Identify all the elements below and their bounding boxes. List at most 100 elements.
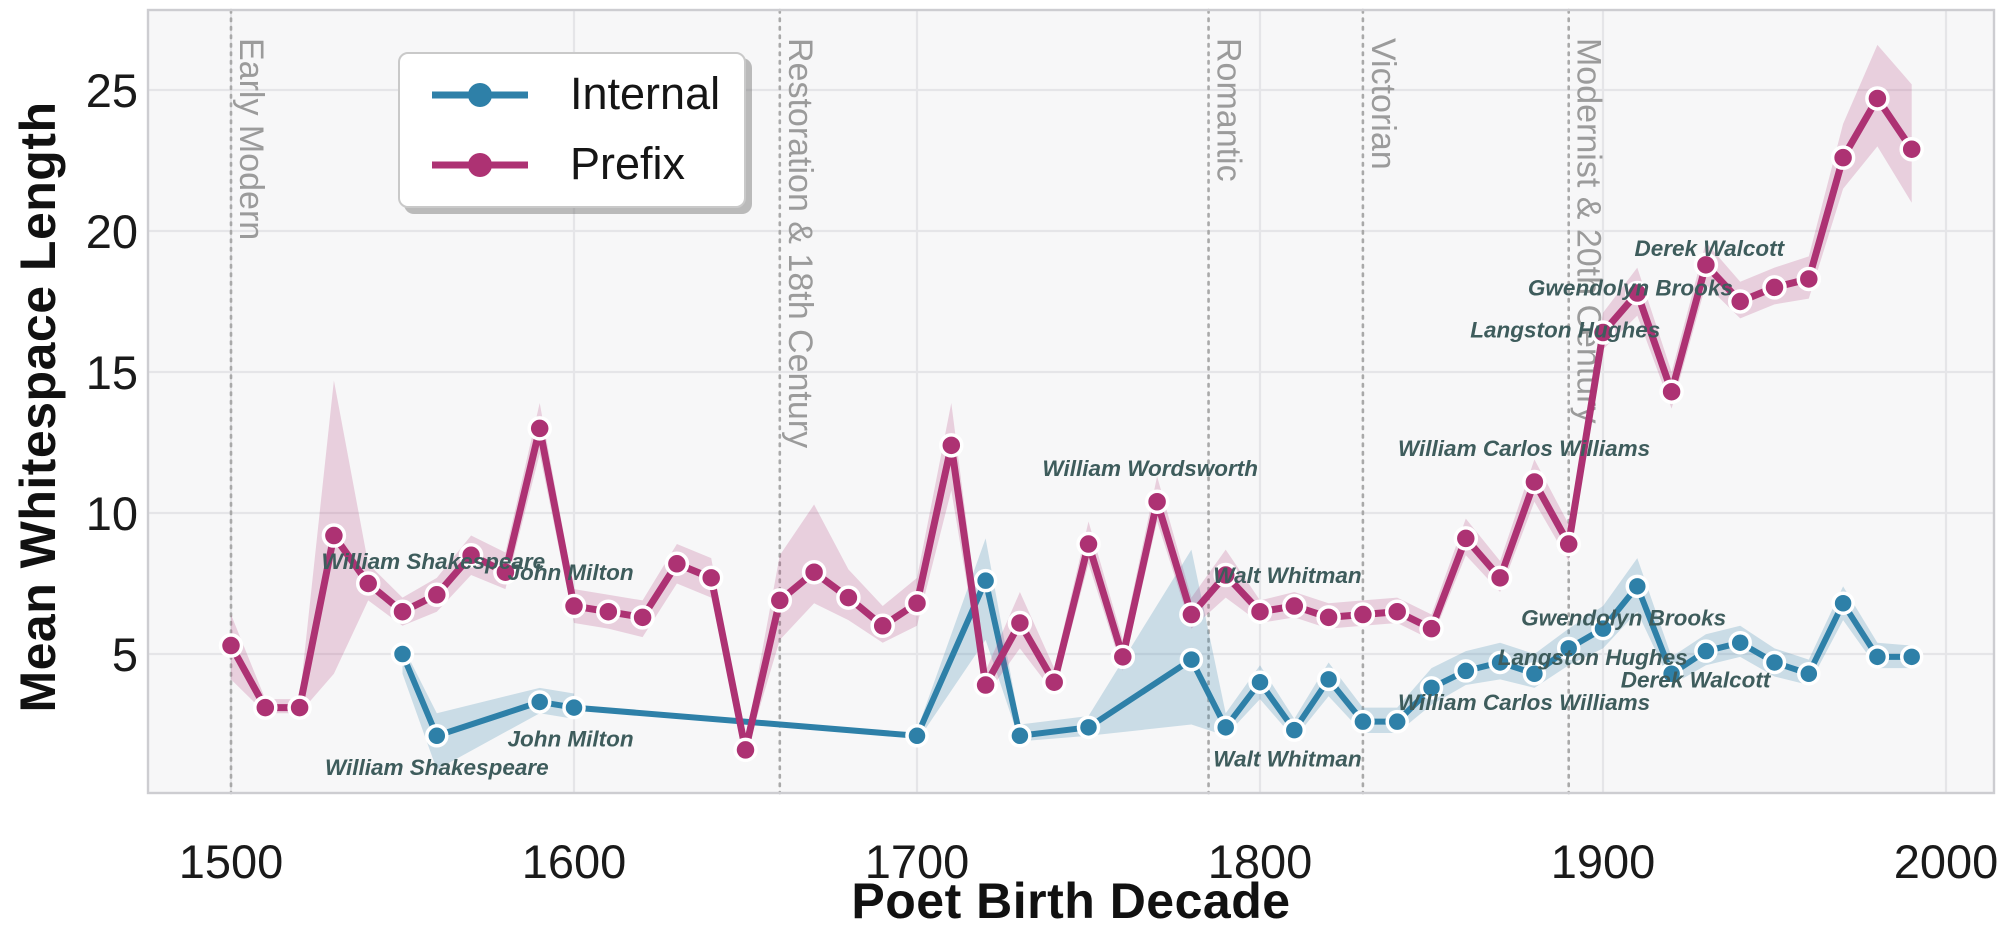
x-tick-label: 1600 [521,835,627,888]
data-point-marker [767,588,793,613]
poet-annotation: Walt Whitman [1213,746,1361,771]
data-point-marker [493,559,518,585]
data-point-marker [425,724,449,748]
series-prefix [218,44,1924,763]
data-point-marker [1144,489,1170,514]
data-point-marker [1076,715,1101,740]
data-point-marker [1659,661,1684,686]
data-point-marker [1179,647,1204,672]
legend: Internal Prefix [398,52,746,208]
data-point-marker [1419,616,1444,641]
poet-annotation: Walt Whitman [1213,563,1361,588]
period-label: Victorian [1364,38,1402,170]
data-point-marker [1213,715,1238,740]
data-point-marker [1041,669,1067,695]
data-point-marker [1625,280,1650,306]
data-point-marker [1008,724,1032,748]
data-point-marker [939,433,964,458]
data-point-marker [836,585,861,610]
data-point-marker [1831,591,1855,615]
data-point-marker [1282,718,1307,742]
gridlines [148,10,1994,793]
data-point-marker [596,599,621,624]
poet-annotation: John Milton [507,727,633,752]
poet-annotation: Gwendolyn Brooks [1528,275,1733,300]
data-point-marker [1419,676,1444,700]
x-tick-label: 1800 [1207,835,1313,888]
period-label: Modernist & 20th Century [1570,38,1608,424]
data-point-marker [1797,661,1821,686]
data-point-marker [1213,562,1238,588]
period-label: Romantic [1210,38,1248,182]
data-point-marker [1076,531,1101,557]
data-point-marker [1693,252,1719,278]
data-point-marker [1488,650,1512,675]
axes-spines [146,8,1996,795]
data-point-marker [1454,659,1478,683]
data-point-marker [424,582,450,608]
data-point-marker [973,672,998,698]
data-point-marker [1282,593,1307,619]
data-point-marker [1007,610,1033,636]
data-point-marker [905,724,929,748]
period-markers: Early Modern Restoration & 18th Century Ro… [229,8,1608,795]
data-point-marker [1728,630,1752,655]
prefix-line-marker-icon [432,153,528,177]
period-label: Restoration & 18th Century [781,38,819,448]
data-point-marker [1830,145,1856,170]
poet-annotation: William Shakespeare [325,755,549,780]
data-point-marker [664,551,690,577]
data-point-marker [1659,379,1684,404]
poet-annotation: John Milton [507,560,633,585]
data-point-marker [561,593,587,619]
poet-annotation: William Wordsworth [1042,456,1258,481]
data-point-marker [1899,136,1924,162]
data-point-marker [1385,709,1409,734]
data-point-marker [1556,636,1581,661]
data-point-marker [1316,667,1341,692]
data-point-marker [218,633,244,658]
legend-item-prefix: Prefix [424,137,744,193]
poet-annotation: William Shakespeare [322,549,546,574]
y-tick-label: 25 [85,64,138,117]
poet-annotation: Gwendolyn Brooks [1521,605,1726,630]
poet-annotation: Langston Hughes [1470,318,1660,343]
data-point-marker [698,565,724,591]
data-point-marker [253,695,278,720]
data-point-marker [458,543,484,568]
x-tick-label: 1500 [178,835,284,888]
period-label: Early Modern [232,38,270,240]
data-point-marker [527,690,552,714]
data-point-marker [1316,605,1341,630]
data-point-marker [1110,644,1136,670]
y-tick-label: 10 [85,487,138,540]
legend-label-prefix: Prefix [570,137,686,189]
data-point-marker [1522,469,1547,495]
data-point-marker [1248,670,1272,694]
data-point-marker [630,605,655,630]
data-point-marker [321,523,347,548]
data-point-marker [1384,599,1410,624]
data-point-marker [562,695,586,720]
data-point-marker [1762,275,1787,300]
data-point-marker [1556,531,1581,557]
y-tick-label: 15 [85,346,138,399]
data-point-marker [1590,320,1616,345]
data-point-marker [527,416,552,441]
data-point-marker [1865,86,1890,111]
data-point-marker [1453,526,1479,551]
poet-annotation: Langston Hughes [1498,645,1688,670]
internal-line-marker-icon [432,83,528,107]
x-tick-label: 1900 [1550,835,1656,888]
data-point-marker [801,559,827,585]
data-point-marker [1865,645,1890,669]
data-point-marker [1350,602,1376,627]
data-point-marker [1694,639,1718,663]
data-point-marker [1247,599,1273,624]
data-point-marker [390,642,415,666]
data-point-marker [904,590,930,616]
data-point-marker [390,599,415,624]
